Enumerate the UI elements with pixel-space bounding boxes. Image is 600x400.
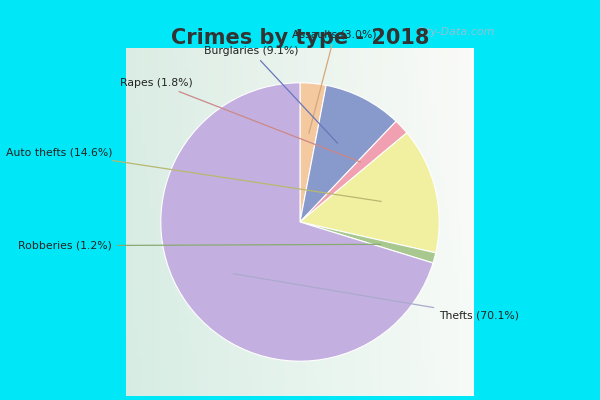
Text: City-Data.com: City-Data.com [415,27,495,37]
Text: Assaults (3.0%): Assaults (3.0%) [292,29,377,133]
Wedge shape [300,222,436,263]
Wedge shape [161,83,433,361]
Text: Rapes (1.8%): Rapes (1.8%) [120,78,361,162]
Text: Burglaries (9.1%): Burglaries (9.1%) [204,46,338,143]
Wedge shape [300,85,396,222]
Wedge shape [300,83,326,222]
Wedge shape [300,121,407,222]
Text: Thefts (70.1%): Thefts (70.1%) [233,274,519,320]
Wedge shape [300,133,439,253]
Text: Auto thefts (14.6%): Auto thefts (14.6%) [5,147,381,201]
Text: Robberies (1.2%): Robberies (1.2%) [18,241,380,251]
Text: Crimes by type - 2018: Crimes by type - 2018 [171,28,429,48]
